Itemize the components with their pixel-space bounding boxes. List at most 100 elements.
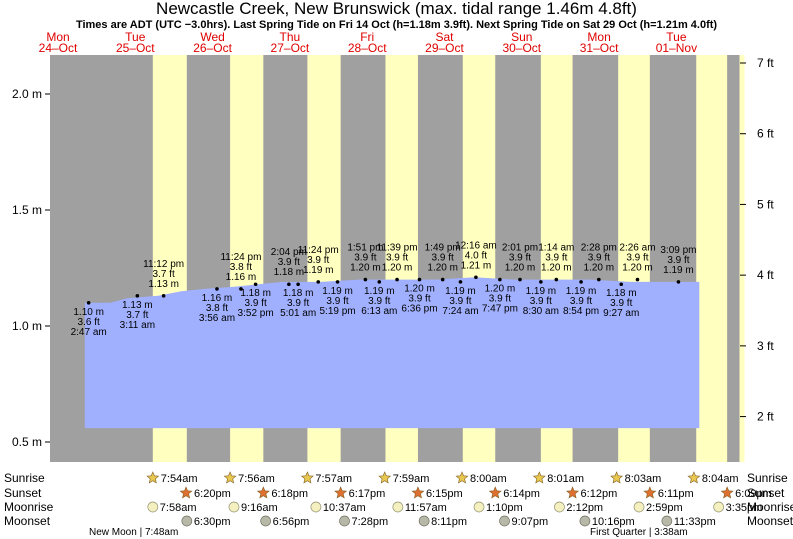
moonrise-icon [392,501,404,513]
tide-extreme-label-line: 3.9 ft [530,296,552,307]
tide-extreme-label-line: 1.19 m [364,286,395,297]
row-label-left: Moonset [4,514,51,528]
tide-extreme-point [417,277,422,282]
moonrise-icon [713,501,724,513]
tide-extreme-label-line: 1.19 m [322,286,353,297]
left-axis-tick-label: 0.5 m [12,435,42,449]
tide-extreme-label: 11:24 pm3.9 ft1.19 m [298,245,339,276]
moonrise-time: 2:59pm [646,502,683,514]
sunset-time: 6:17pm [349,488,386,500]
sunrise-star-icon [378,471,392,484]
tide-extreme-point [287,282,291,287]
moonset-icon [661,515,673,527]
tide-extreme-label-line: 11:24 pm [298,245,339,256]
row-label-right: Moonrise [747,500,793,514]
tide-extreme-label-line: 1.13 m [148,279,179,290]
tide-extreme-label-line: 11:12 pm [143,259,184,270]
tide-extreme-label-line: 3.9 ft [326,296,348,307]
tide-extreme-label: 1.13 m3.7 ft3:11 am [120,300,155,331]
sunset-time: 6:15pm [426,488,463,500]
sunrise-star-icon [146,471,160,484]
sunset-star-icon [643,486,657,499]
day-weekday-label: Thu [280,30,301,44]
sunset-star-icon [720,486,734,499]
day-date-label: 24–Oct [39,41,78,55]
day-date-label: 01–Nov [656,41,697,55]
tide-extreme-label-line: 1.18 m [240,288,271,299]
tide-extreme-label-line: 1.20 m [505,263,536,274]
tide-extreme-label: 1.19 m3.9 ft8:30 am [523,286,559,317]
tide-extreme-point [395,277,399,282]
sunrise-time: 7:56am [238,473,275,485]
tide-extreme-label: 1.18 m3.9 ft9:27 am [603,288,639,319]
tide-extreme-label-line: 8:30 am [523,306,559,317]
tide-extreme-label-line: 3.9 ft [244,298,266,309]
moonset-icon [339,515,350,527]
tide-extreme-label-line: 3.9 ft [278,257,300,268]
tide-extreme-label: 1:49 pm3.9 ft1.20 m [425,243,461,274]
sunrise-star-icon [532,471,546,484]
moonrise-icon [633,501,645,513]
right-axis-tick-label: 3 ft [757,339,774,353]
tide-extreme-point [597,277,601,282]
sunset-time: 6:09pm [735,488,772,500]
tide-extreme-label: 1.19 m3.9 ft7:24 am [442,286,478,317]
tide-extreme-label-line: 1.20 m [541,263,572,274]
tide-extreme-label: 3:09 pm3.9 ft1.19 m [660,245,696,276]
tide-extreme-point [135,294,140,298]
sunrise-time: 8:01am [547,473,584,485]
tide-extreme-point [215,287,219,291]
tide-extreme-label-line: 1.16 m [226,272,257,283]
moonrise-time: 1:10pm [486,502,523,514]
row-label-right: Moonset [747,514,793,528]
row-label-left: Moonrise [4,500,54,514]
sunset-time: 6:14pm [503,488,540,500]
tide-extreme-label-line: 1.20 m [485,284,516,295]
right-axis-tick-label: 7 ft [757,56,774,70]
tide-extreme-point [579,280,583,284]
moonrise-icon [310,501,322,513]
sunrise-time: 8:04am [702,473,739,485]
sunrise-star-icon [455,471,469,484]
tide-extreme-label-line: 3.6 ft [78,317,100,328]
tide-extreme-label-line: 3:52 pm [238,308,274,319]
sunrise-star-icon [300,471,314,484]
tide-extreme-label-line: 3.9 ft [354,253,376,264]
tide-extreme-label-line: 3.9 ft [610,298,632,309]
tide-extreme-label: 2:28 pm3.9 ft1.20 m [581,243,617,274]
sunset-star-icon [256,486,270,499]
tide-extreme-point [161,294,166,298]
tide-extreme-label-line: 3.9 ft [545,253,567,264]
tide-extreme-label: 11:12 pm3.7 ft1.13 m [143,259,184,290]
tide-extreme-label-line: 3.9 ft [588,253,610,264]
tide-extreme-point [518,277,522,282]
tide-extreme-label: 2:26 am3.9 ft1.20 m [619,243,655,274]
sunset-time: 6:18pm [271,488,308,500]
tide-extreme-point [335,280,340,284]
row-label-right: Sunrise [747,471,788,485]
tide-extreme-point [635,277,640,282]
tide-extreme-label-line: 2:26 am [619,243,655,254]
moonset-time: 11:33pm [674,516,716,528]
tide-extreme-label-line: 1.10 m [73,307,104,318]
tide-extreme-point [253,282,258,287]
moonset-icon [260,515,272,527]
tide-extreme-label-line: 1.20 m [350,263,381,274]
tide-extreme-label-line: 1.21 m [461,260,492,271]
day-date-label: 29–Oct [425,41,464,55]
tide-extreme-label: 1:51 pm3.9 ft1.20 m [347,243,383,274]
tide-extreme-label-line: 3.9 ft [509,253,531,264]
tide-extreme-label-line: 12:16 am [455,240,497,251]
tide-extreme-label-line: 5:01 am [280,308,316,319]
tide-extreme-label: 1.19 m3.9 ft6:13 am [361,286,397,317]
sunrise-time: 7:59am [393,473,430,485]
tide-extreme-label-line: 3:09 pm [660,245,696,256]
tide-extreme-label: 2:04 pm3.9 ft1.18 m [271,247,307,278]
moonrise-time: 9:16am [241,502,278,514]
tide-extreme-label: 1.20 m3.9 ft7:47 pm [482,284,518,315]
tide-extreme-label-line: 3.9 ft [667,255,689,266]
tide-extreme-label-line: 2:28 pm [581,243,617,254]
tide-extreme-label-line: 1.18 m [283,288,314,299]
tide-extreme-label: 1.20 m3.9 ft6:36 pm [401,284,437,315]
